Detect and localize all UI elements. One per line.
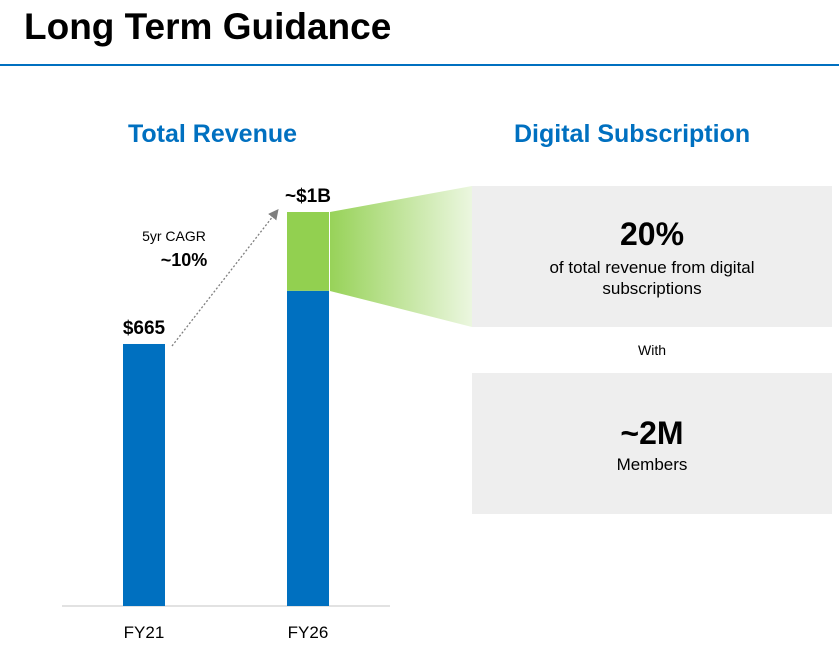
cagr-arrow xyxy=(171,208,279,347)
chart-title: Total Revenue xyxy=(128,120,298,148)
with-label: With xyxy=(638,342,666,358)
cagr-value: ~10% xyxy=(161,250,208,270)
page-title: Long Term Guidance xyxy=(24,6,392,47)
x-tick-label: FY26 xyxy=(288,623,329,642)
members-box: ~2M Members xyxy=(472,373,832,514)
x-tick-label: FY21 xyxy=(124,623,165,642)
digital-share-box: 20% of total revenue from digital subscr… xyxy=(472,186,832,327)
bar-digital-fy26 xyxy=(287,212,329,291)
bar-data-label: ~$1B xyxy=(285,186,331,207)
digital-callout-fan xyxy=(330,186,472,327)
bar-base-fy21 xyxy=(123,343,165,606)
digital-heading: Digital Subscription xyxy=(514,120,751,148)
bar-data-label: $665 xyxy=(123,318,166,339)
digital-share-value: 20% xyxy=(619,216,685,252)
cagr-label: 5yr CAGR xyxy=(142,228,206,244)
bar-base-fy26 xyxy=(287,290,329,606)
title-divider xyxy=(0,64,839,66)
members-caption: Members xyxy=(616,455,688,474)
members-value: ~2M xyxy=(620,415,684,451)
digital-share-caption: of total revenue from digital subscripti… xyxy=(549,258,755,298)
